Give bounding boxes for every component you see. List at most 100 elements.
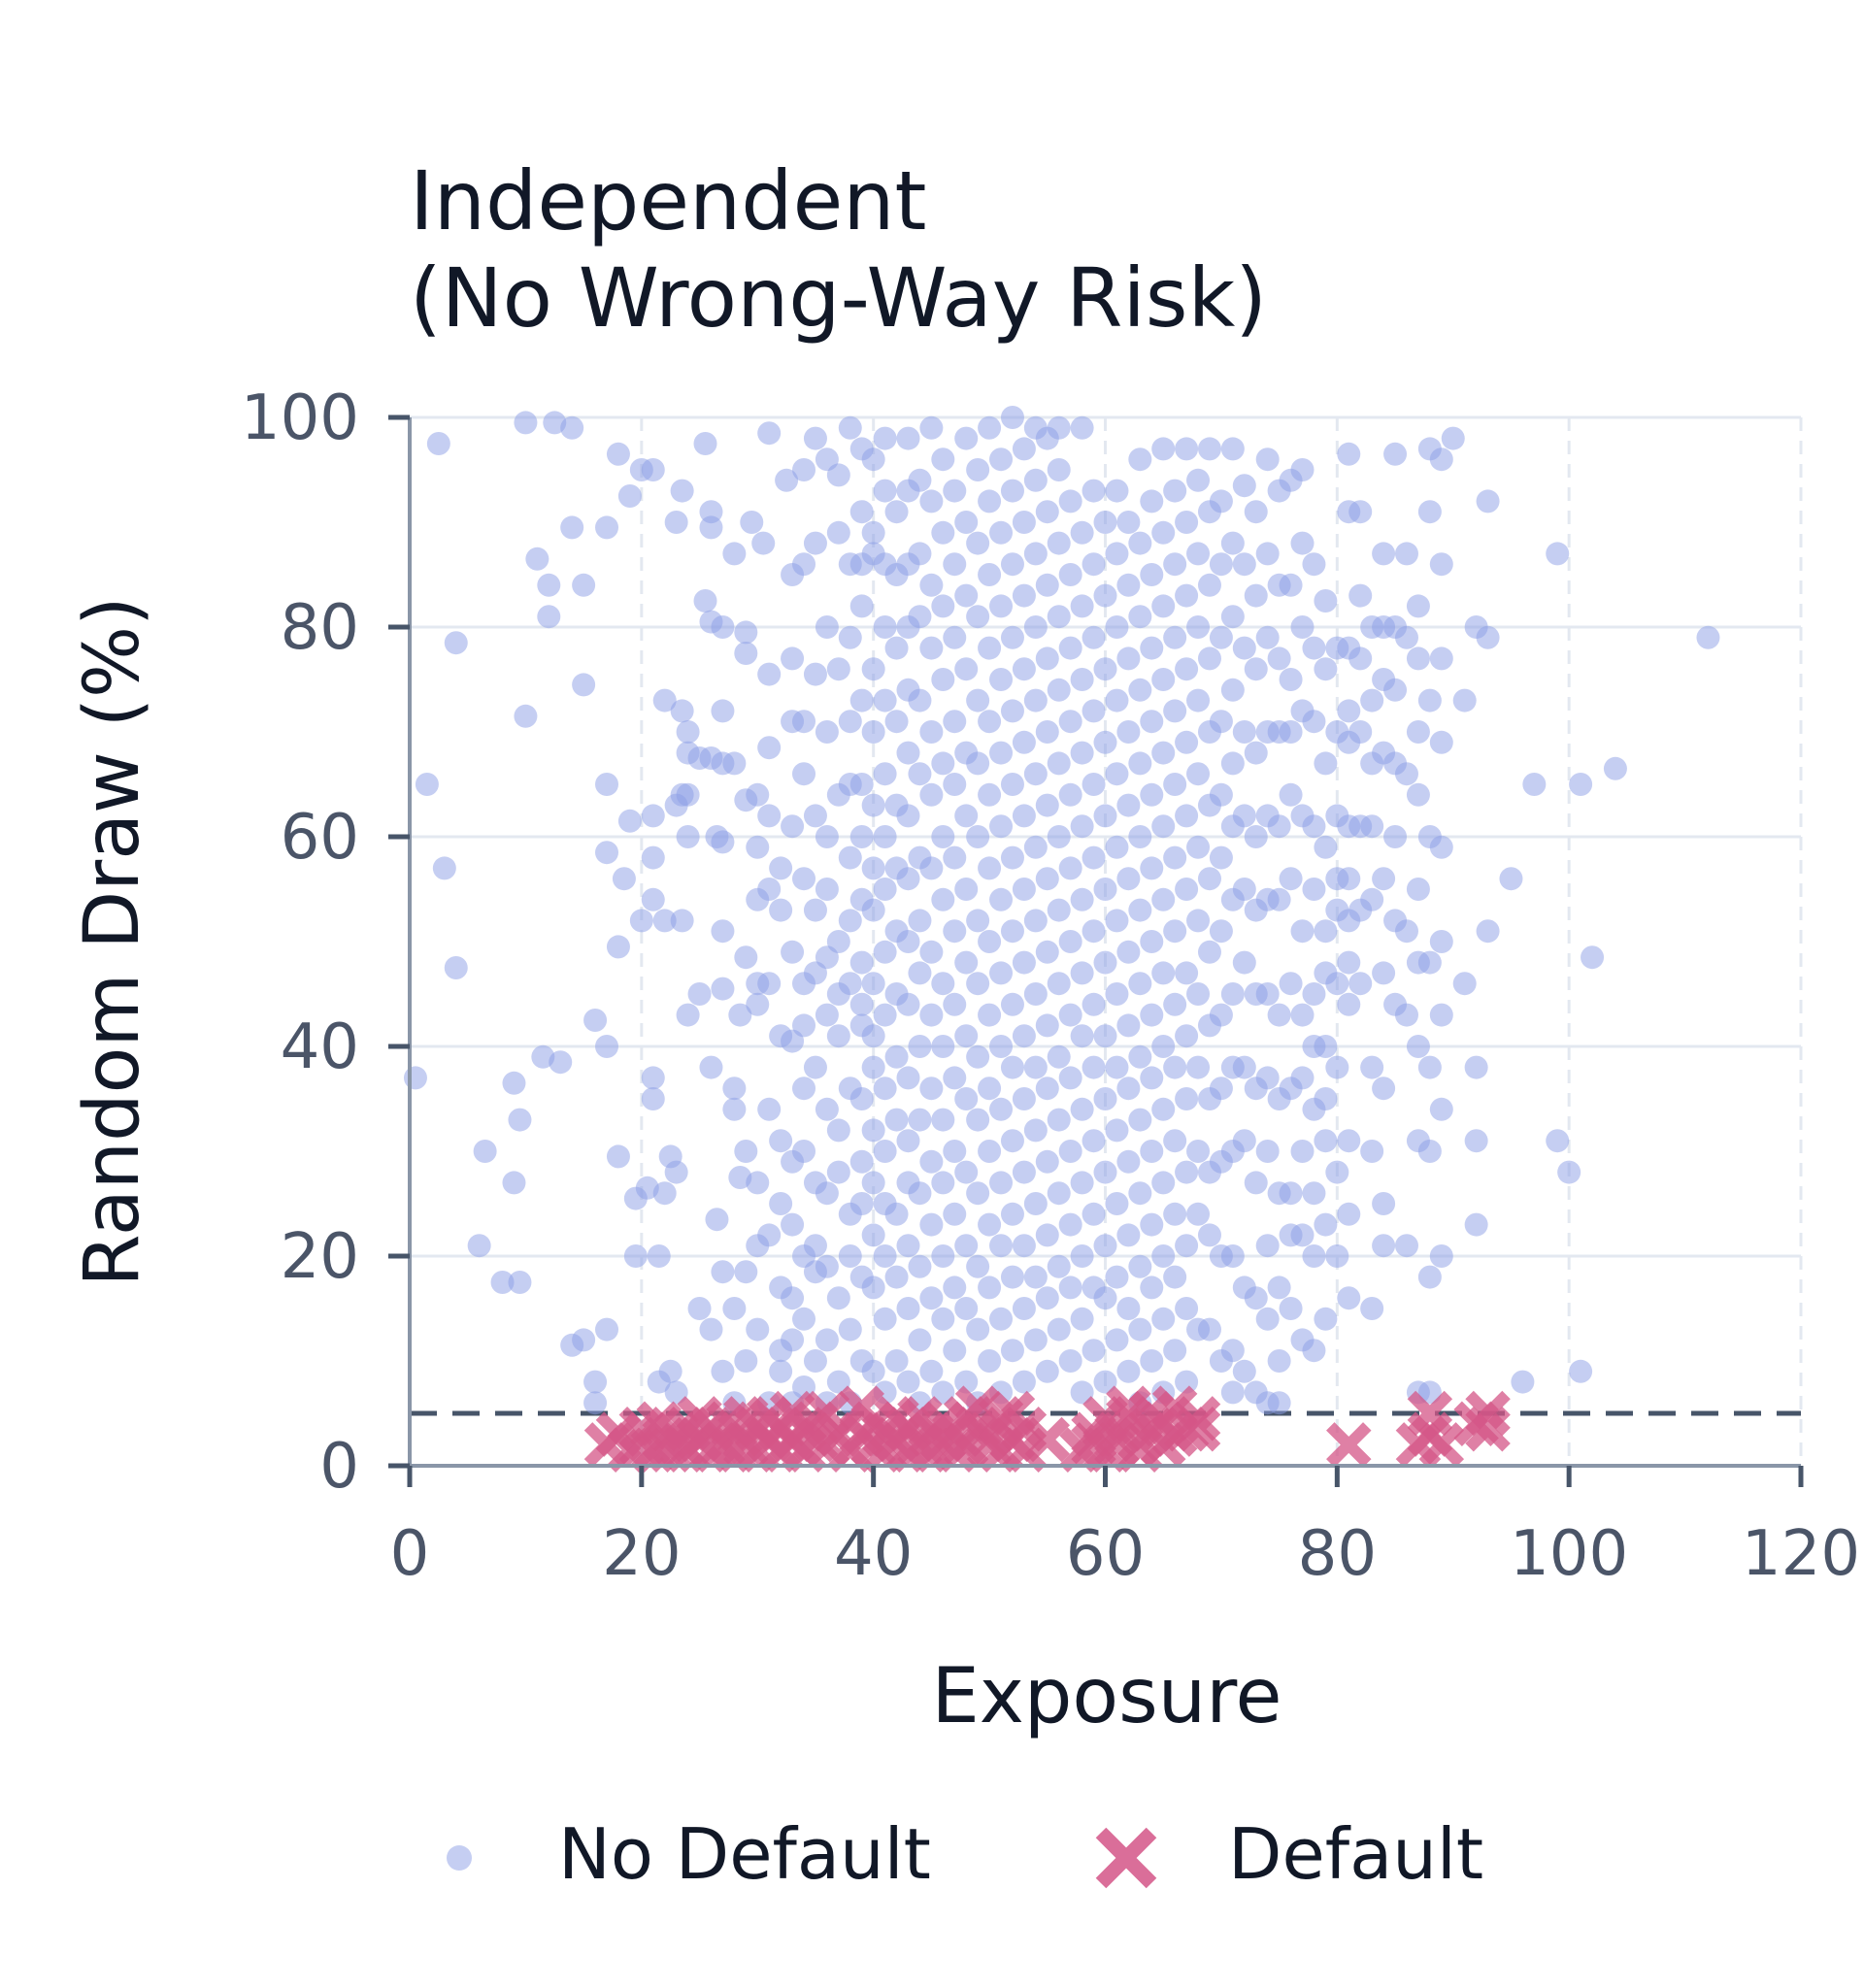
no-default-point bbox=[896, 1066, 920, 1090]
no-default-point bbox=[1232, 720, 1256, 744]
no-default-point bbox=[1058, 782, 1082, 807]
no-default-point bbox=[966, 825, 990, 848]
no-default-point bbox=[769, 856, 793, 880]
no-default-point bbox=[849, 1192, 874, 1215]
no-default-point bbox=[1314, 1035, 1338, 1058]
no-default-point bbox=[1314, 1212, 1338, 1237]
no-default-point bbox=[1128, 447, 1152, 472]
no-default-point bbox=[1047, 898, 1071, 922]
no-default-point bbox=[572, 673, 596, 697]
no-default-point bbox=[722, 751, 747, 776]
no-default-point bbox=[1279, 972, 1303, 996]
no-default-point bbox=[1290, 1066, 1315, 1090]
default-point bbox=[1175, 1406, 1221, 1452]
no-default-point bbox=[734, 620, 758, 645]
no-default-point bbox=[826, 1370, 850, 1394]
no-default-point bbox=[1035, 1077, 1059, 1101]
no-default-point bbox=[978, 1212, 1002, 1237]
no-default-point bbox=[1244, 825, 1268, 848]
no-default-point bbox=[1394, 1003, 1418, 1027]
no-default-point bbox=[1290, 1223, 1315, 1247]
no-default-point bbox=[803, 898, 827, 922]
no-default-point bbox=[1093, 583, 1117, 608]
no-default-point bbox=[884, 1108, 909, 1132]
no-default-point bbox=[1511, 1370, 1535, 1394]
no-default-point bbox=[1035, 940, 1059, 964]
no-default-point bbox=[1151, 887, 1176, 911]
no-default-point bbox=[919, 720, 944, 744]
no-default-point bbox=[1082, 552, 1106, 577]
no-default-point bbox=[757, 804, 782, 828]
no-default-point bbox=[1047, 415, 1071, 440]
no-default-point bbox=[919, 573, 944, 597]
no-default-point bbox=[1302, 636, 1326, 660]
default-point bbox=[1407, 1390, 1453, 1437]
no-default-point bbox=[989, 1097, 1014, 1121]
no-default-point bbox=[1140, 782, 1164, 807]
no-default-point bbox=[978, 782, 1002, 807]
no-default-point bbox=[1314, 657, 1338, 681]
no-default-point bbox=[803, 426, 827, 450]
no-default-point bbox=[502, 1171, 526, 1195]
no-default-point bbox=[1128, 1108, 1152, 1132]
no-default-point bbox=[1140, 930, 1164, 953]
no-default-point bbox=[1360, 887, 1384, 911]
no-default-point bbox=[884, 1202, 909, 1226]
no-default-point bbox=[873, 762, 897, 786]
y-tick-label: 0 bbox=[319, 1431, 359, 1503]
no-default-point bbox=[1000, 992, 1024, 1016]
no-default-point bbox=[1452, 688, 1477, 712]
no-default-point bbox=[1093, 1087, 1117, 1110]
no-default-point bbox=[1035, 646, 1059, 671]
no-default-point bbox=[1569, 773, 1593, 796]
no-default-point bbox=[966, 531, 990, 555]
no-default-point bbox=[658, 1359, 682, 1383]
no-default-point bbox=[896, 741, 920, 765]
no-default-point bbox=[873, 1307, 897, 1331]
no-default-point bbox=[1000, 1339, 1024, 1363]
no-default-point bbox=[1429, 1097, 1453, 1121]
no-default-point bbox=[1383, 678, 1408, 702]
no-default-point bbox=[966, 909, 990, 933]
no-default-point bbox=[1360, 688, 1384, 712]
no-default-point bbox=[873, 878, 897, 901]
no-default-point bbox=[943, 845, 967, 870]
no-default-point bbox=[1186, 1202, 1211, 1226]
no-default-point bbox=[693, 432, 717, 455]
no-default-point bbox=[1417, 500, 1442, 524]
no-default-point bbox=[861, 520, 885, 545]
no-default-point bbox=[931, 825, 955, 848]
no-default-point bbox=[1128, 605, 1152, 629]
no-default-point bbox=[1128, 531, 1152, 555]
no-default-point bbox=[769, 1129, 793, 1153]
no-default-point bbox=[781, 646, 805, 671]
no-default-point bbox=[978, 636, 1002, 660]
no-default-point bbox=[1163, 479, 1187, 503]
no-default-point bbox=[1244, 583, 1268, 608]
no-default-point bbox=[1522, 773, 1547, 796]
no-default-point bbox=[1314, 589, 1338, 613]
no-default-point bbox=[815, 1328, 839, 1352]
no-default-point bbox=[734, 642, 758, 665]
no-default-point bbox=[896, 1234, 920, 1258]
no-default-point bbox=[490, 1271, 515, 1294]
no-default-point bbox=[954, 804, 979, 828]
x-tick-label: 40 bbox=[834, 1518, 913, 1590]
no-default-point bbox=[1058, 930, 1082, 953]
no-default-point bbox=[514, 704, 538, 728]
no-default-point bbox=[1140, 1140, 1164, 1163]
no-default-point bbox=[1464, 1212, 1488, 1237]
default-point bbox=[954, 1385, 1001, 1431]
no-default-point bbox=[1163, 1265, 1187, 1289]
no-default-point bbox=[740, 511, 764, 534]
no-default-point bbox=[861, 657, 885, 681]
no-default-point bbox=[1464, 1055, 1488, 1079]
no-default-point bbox=[943, 552, 967, 577]
no-default-point bbox=[1175, 1370, 1199, 1394]
no-default-point bbox=[1314, 751, 1338, 776]
no-default-point bbox=[687, 1297, 712, 1320]
no-default-point bbox=[1058, 1212, 1082, 1237]
no-default-point bbox=[1302, 982, 1326, 1006]
no-default-point bbox=[1197, 573, 1221, 597]
no-default-point bbox=[1325, 1160, 1349, 1184]
